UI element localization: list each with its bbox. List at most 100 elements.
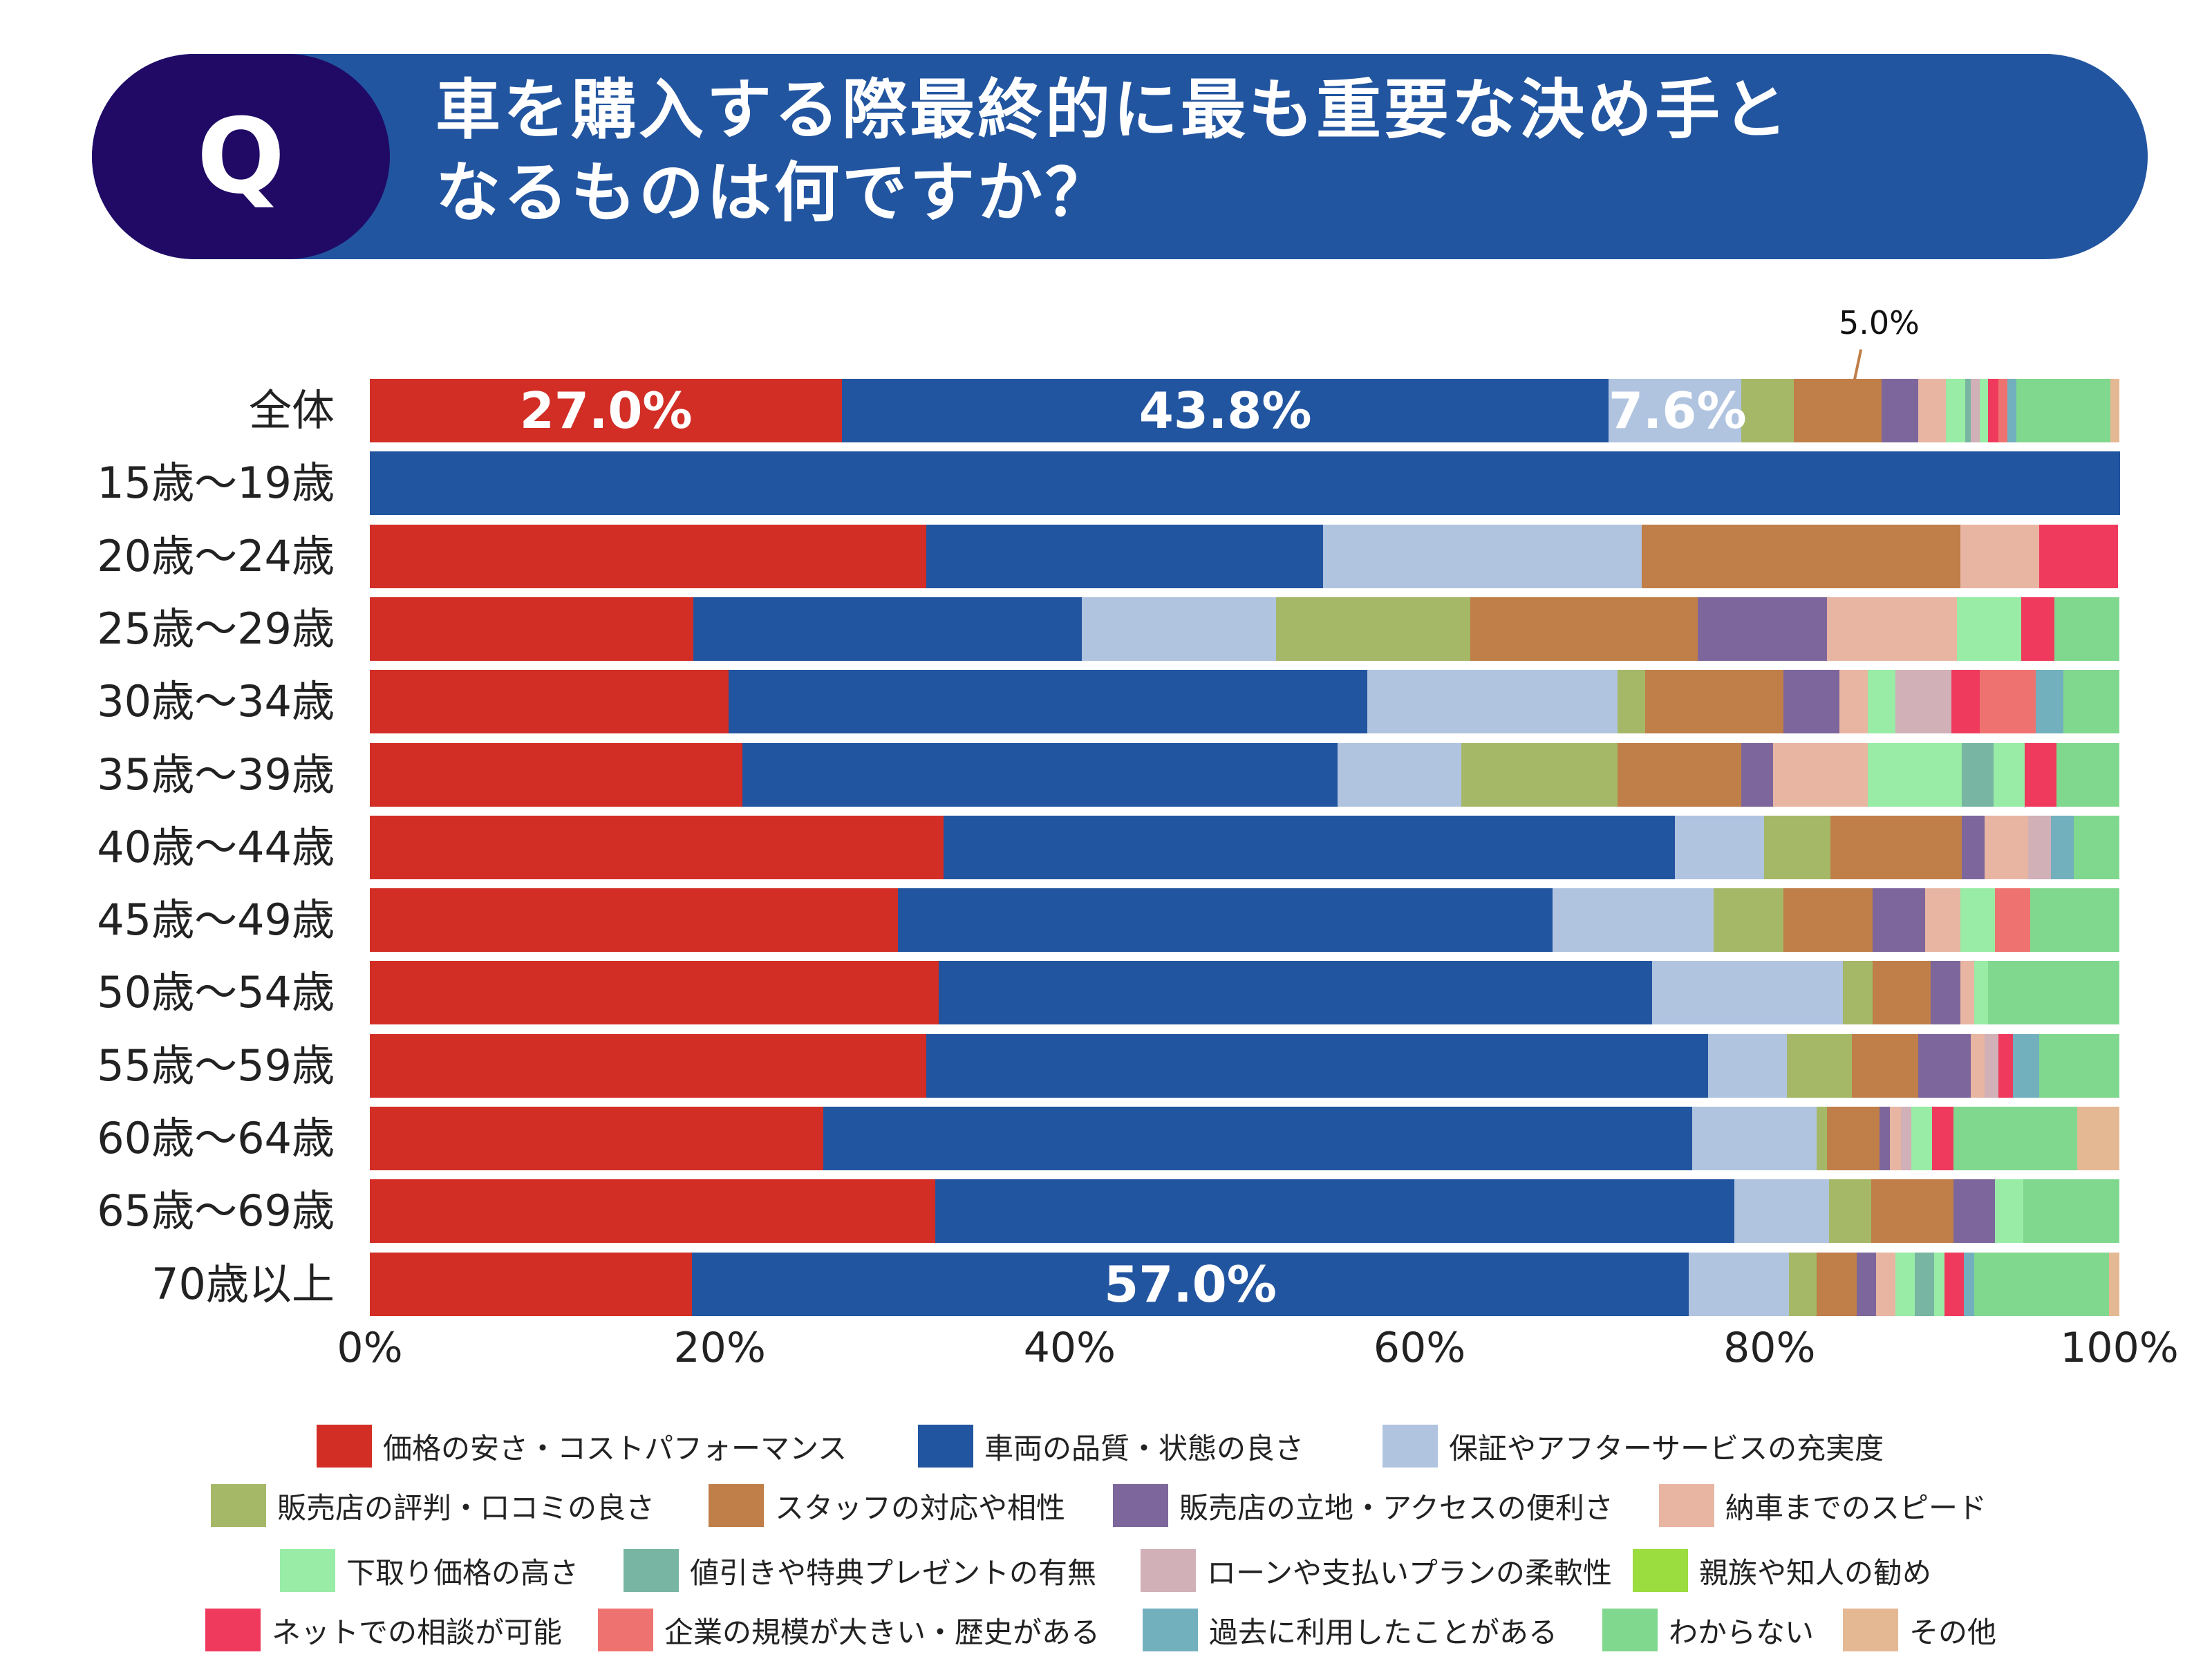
legend-swatch <box>709 1484 764 1527</box>
legend-label: 過去に利用したことがある <box>1209 1615 1558 1649</box>
legend-swatch <box>598 1609 653 1651</box>
question-title: 車を購入する際最終的に最も重要な決め手と なるものは何ですか？ <box>435 69 2094 235</box>
bar-segment <box>1890 1107 1902 1170</box>
bar-segment <box>1552 888 1714 953</box>
legend-item: 下取り価格の高さ <box>280 1548 579 1593</box>
bar-segment <box>1652 961 1844 1025</box>
row-label: 20歳〜24歳 <box>97 530 335 581</box>
bar-segment <box>1953 1107 2078 1170</box>
bar-segment <box>1995 888 2031 953</box>
legend-label: 値引きや特典プレゼントの有無 <box>690 1555 1097 1590</box>
legend-swatch <box>211 1484 266 1527</box>
bar-segment <box>1788 1252 1817 1316</box>
bar-segment <box>898 888 1553 953</box>
legend-item: 値引きや特典プレゼントの有無 <box>624 1548 1096 1593</box>
bar-segment <box>1953 1179 1996 1244</box>
legend-item: 保証やアフターサービスの充実度 <box>1382 1424 1884 1468</box>
bar-segment <box>1911 1107 1933 1170</box>
bar-segment <box>1974 1252 2110 1316</box>
bar-segment <box>1323 524 1642 588</box>
legend-label: 親族や知人の勧め <box>1699 1555 1932 1590</box>
bar-segment <box>1993 742 2025 807</box>
bar-segment <box>2023 1179 2120 1244</box>
x-tick-label: 20% <box>673 1324 766 1372</box>
row-label: 25歳〜29歳 <box>97 603 335 654</box>
bar-segment <box>1828 1179 1872 1244</box>
bar-segment <box>926 1033 1709 1098</box>
legend-label: スタッフの対応や相性 <box>775 1490 1066 1525</box>
bar-segment <box>1817 1107 1828 1170</box>
data-label: 43.8% <box>1138 382 1312 440</box>
bar-segment <box>1974 961 1989 1025</box>
x-tick-label: 40% <box>1023 1324 1116 1372</box>
bar-segment <box>370 597 694 661</box>
bar-segment <box>926 524 1324 588</box>
bar-segment <box>935 1179 1735 1244</box>
bar-segment <box>370 670 729 734</box>
bar-segment <box>1367 670 1618 734</box>
bar-segment <box>370 815 944 879</box>
legend-swatch <box>1113 1484 1168 1527</box>
row-label: 45歳〜49歳 <box>97 894 335 946</box>
bar-segment <box>2016 379 2111 442</box>
bar-segment <box>370 451 2120 516</box>
bar-segment <box>1988 961 2120 1025</box>
bar-segment <box>1900 1107 1912 1170</box>
legend-label: 販売店の評判・口コミの良さ <box>277 1490 655 1525</box>
bar-segment <box>1741 742 1774 807</box>
bar-segment <box>1827 597 1958 661</box>
bar-segment <box>1979 670 2036 734</box>
legend-label: 価格の安さ・コストパフォーマンス <box>383 1431 847 1465</box>
bar-segment <box>1772 742 1868 807</box>
x-tick-label: 100% <box>2060 1324 2179 1372</box>
legend-label: 保証やアフターサービスの充実度 <box>1449 1431 1884 1465</box>
stacked-bar-chart: 27.0% 43.8% 7.6% 57.0% <box>370 0 2120 1382</box>
legend-item: 販売店の評判・口コミの良さ <box>211 1483 655 1528</box>
legend-item: わからない <box>1602 1608 1814 1652</box>
bar-segment <box>1783 888 1873 953</box>
bar-segment <box>1642 524 1961 588</box>
legend-label: ネットでの相談が可能 <box>272 1615 563 1649</box>
row-label: 70歳以上 <box>151 1258 335 1309</box>
legend-item: 販売店の立地・アクセスの便利さ <box>1113 1483 1613 1528</box>
legend-label: 販売店の立地・アクセスの便利さ <box>1179 1490 1613 1525</box>
bar-segment <box>1880 1107 1891 1170</box>
bar-segment <box>944 815 1676 879</box>
bar-segment <box>1985 1033 1999 1098</box>
bar-segment <box>1839 670 1868 734</box>
row-label: 15歳〜19歳 <box>97 458 335 509</box>
legend-swatch <box>205 1609 261 1651</box>
row-label: 60歳〜64歳 <box>97 1113 335 1163</box>
bar-segment <box>1608 379 1742 442</box>
bar-segment <box>1998 1033 2014 1098</box>
bar-segment <box>2025 742 2057 807</box>
bar-segment <box>1995 1179 2024 1244</box>
data-label: 57.0% <box>1104 1255 1277 1313</box>
row-label: 50歳〜54歳 <box>97 967 335 1018</box>
bar-segment <box>1962 742 1994 807</box>
bar-segment <box>1979 379 1989 442</box>
bar-segment <box>1925 888 1961 953</box>
bar-segment <box>1965 379 1971 442</box>
bar-segment <box>1985 815 2029 879</box>
bar-segment <box>1998 379 2008 442</box>
bar-segment <box>1794 379 1882 442</box>
bar-segment <box>1867 742 1962 807</box>
bar-segment <box>1708 1033 1788 1098</box>
bar-segment <box>1713 888 1784 953</box>
bar-segment <box>1783 670 1840 734</box>
bar-segment <box>1951 670 1980 734</box>
row-label: 35歳〜39歳 <box>97 749 335 800</box>
callout-label: 5.0% <box>1839 304 1920 341</box>
row-label: 55歳〜59歳 <box>97 1040 335 1091</box>
bar-segment <box>370 961 939 1025</box>
bar-segment <box>2021 597 2055 661</box>
bar-segment <box>1843 961 1873 1025</box>
title-line-1: 車を購入する際最終的に最も重要な決め手と <box>435 73 1791 148</box>
legend-swatch <box>1633 1549 1688 1592</box>
bar-segment <box>1851 1033 1919 1098</box>
bar-segment <box>1871 1179 1954 1244</box>
bar-segment <box>2074 815 2120 879</box>
data-label: 27.0% <box>519 382 693 440</box>
legend-swatch <box>1602 1609 1658 1651</box>
